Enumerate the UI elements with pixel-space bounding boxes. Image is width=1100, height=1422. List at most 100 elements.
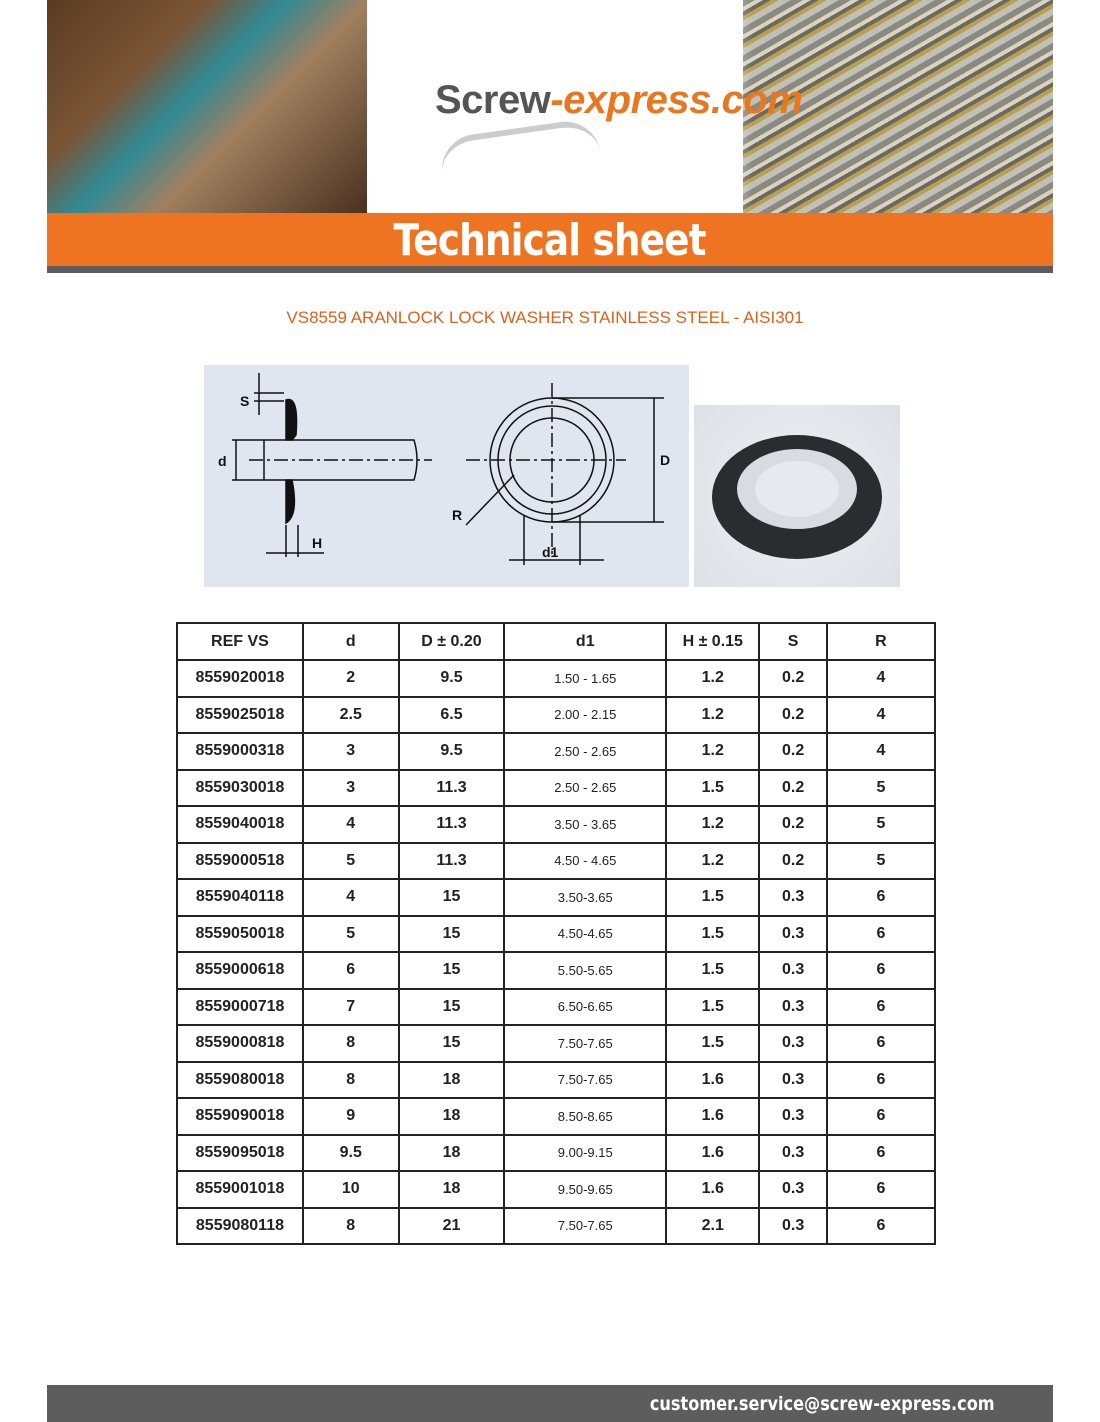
table-cell: 1.6	[665, 1133, 761, 1172]
table-row: 8559080118 8 21 7.50-7.65 2.1 0.3 6	[176, 1206, 937, 1245]
table-cell: 5.50-5.65	[503, 951, 668, 990]
table-cell: 3	[301, 768, 400, 807]
table-cell: 9.50-9.65	[503, 1170, 668, 1209]
table-cell: 0.3	[758, 1060, 828, 1099]
table-cell: 6	[301, 951, 400, 990]
table-cell: 4	[301, 878, 400, 917]
table-cell: 2.50 - 2.65	[503, 732, 668, 771]
label-r: R	[452, 507, 462, 523]
table-cell: 2.5	[301, 695, 400, 734]
table-cell: 18	[397, 1060, 506, 1099]
label-d: d	[218, 453, 227, 469]
table-cell: 7.50-7.65	[503, 1060, 668, 1099]
screws-photo	[693, 0, 1053, 213]
table-cell: 4	[825, 659, 937, 698]
specifications-table: REF VS d D ± 0.20 d1 H ± 0.15 S R 8559020018 2 9…	[176, 622, 937, 1245]
table-cell: 9.5	[301, 1133, 400, 1172]
table-cell: 1.50 - 1.65	[503, 659, 668, 698]
table-cell: 5	[301, 841, 400, 880]
table-cell: 7	[301, 987, 400, 1026]
table-row: 8559050018 5 15 4.50-4.65 1.5 0.3 6	[176, 914, 937, 953]
table-row: 8559000318 3 9.5 2.50 - 2.65 1.2 0.2 4	[176, 732, 937, 771]
table-cell: 15	[397, 914, 506, 953]
contact-email[interactable]: customer.service@screw-express.com	[650, 1393, 995, 1415]
table-cell: 9.5	[397, 659, 506, 698]
column-header: REF VS	[176, 622, 304, 661]
table-cell: 4.50 - 4.65	[503, 841, 668, 880]
table-cell: 11.3	[397, 841, 506, 880]
table-cell: 8559080018	[176, 1060, 304, 1099]
table-cell: 15	[397, 878, 506, 917]
table-cell: 2.00 - 2.15	[503, 695, 668, 734]
table-cell: 4	[825, 732, 937, 771]
table-cell: 7.50-7.65	[503, 1206, 668, 1245]
table-cell: 6	[825, 1170, 937, 1209]
banner-title: Technical sheet	[393, 215, 707, 266]
table-cell: 6	[825, 1060, 937, 1099]
table-row: 8559020018 2 9.5 1.50 - 1.65 1.2 0.2 4	[176, 659, 937, 698]
table-cell: 6	[825, 1024, 937, 1063]
tools-photo	[47, 0, 427, 213]
table-row: 8559080018 8 18 7.50-7.65 1.6 0.3 6	[176, 1060, 937, 1099]
table-cell: 1.2	[665, 695, 761, 734]
table-cell: 1.5	[665, 951, 761, 990]
table-cell: 1.2	[665, 841, 761, 880]
title-band: Technical sheet	[47, 213, 1053, 266]
table-cell: 15	[397, 987, 506, 1026]
table-cell: 9	[301, 1097, 400, 1136]
table-cell: 1.2	[665, 659, 761, 698]
table-cell: 5	[825, 805, 937, 844]
table-cell: 0.2	[758, 841, 828, 880]
table-cell: 8559000818	[176, 1024, 304, 1063]
table-cell: 6	[825, 878, 937, 917]
table-cell: 0.3	[758, 987, 828, 1026]
table-cell: 8559000618	[176, 951, 304, 990]
table-cell: 1.5	[665, 914, 761, 953]
table-cell: 0.2	[758, 659, 828, 698]
table-cell: 6	[825, 1206, 937, 1245]
label-h: H	[312, 535, 322, 551]
label-s: S	[240, 393, 249, 409]
table-row: 8559025018 2.5 6.5 2.00 - 2.15 1.2 0.2 4	[176, 695, 937, 734]
table-cell: 1.5	[665, 987, 761, 1026]
table-cell: 8559020018	[176, 659, 304, 698]
table-cell: 8	[301, 1206, 400, 1245]
table-cell: 7.50-7.65	[503, 1024, 668, 1063]
table-cell: 0.3	[758, 1170, 828, 1209]
table-row: 8559095018 9.5 18 9.00-9.15 1.6 0.3 6	[176, 1133, 937, 1172]
table-cell: 0.2	[758, 768, 828, 807]
table-cell: 6.5	[397, 695, 506, 734]
table-cell: 1.6	[665, 1170, 761, 1209]
header-banner: Screw-express.com	[47, 0, 1053, 213]
table-cell: 1.6	[665, 1097, 761, 1136]
table-cell: 8559040018	[176, 805, 304, 844]
table-row: 8559000618 6 15 5.50-5.65 1.5 0.3 6	[176, 951, 937, 990]
table-cell: 10	[301, 1170, 400, 1209]
washer-photo	[694, 405, 900, 587]
table-cell: 0.2	[758, 732, 828, 771]
column-header: S	[758, 622, 828, 661]
table-row: 8559000818 8 15 7.50-7.65 1.5 0.3 6	[176, 1024, 937, 1063]
column-header: d1	[503, 622, 668, 661]
table-cell: 0.2	[758, 695, 828, 734]
table-cell: 1.5	[665, 1024, 761, 1063]
table-cell: 11.3	[397, 768, 506, 807]
table-cell: 8559080118	[176, 1206, 304, 1245]
table-cell: 4	[301, 805, 400, 844]
table-cell: 4.50-4.65	[503, 914, 668, 953]
table-cell: 8	[301, 1024, 400, 1063]
table-row: 8559090018 9 18 8.50-8.65 1.6 0.3 6	[176, 1097, 937, 1136]
table-cell: 4	[825, 695, 937, 734]
table-cell: 9.5	[397, 732, 506, 771]
table-cell: 9.00-9.15	[503, 1133, 668, 1172]
table-cell: 6	[825, 1133, 937, 1172]
table-cell: 1.5	[665, 768, 761, 807]
logo-swoosh	[437, 117, 601, 175]
table-cell: 0.3	[758, 1133, 828, 1172]
table-cell: 8559050018	[176, 914, 304, 953]
table-cell: 1.2	[665, 732, 761, 771]
column-header: d	[301, 622, 400, 661]
table-cell: 0.3	[758, 878, 828, 917]
table-row: 8559000518 5 11.3 4.50 - 4.65 1.2 0.2 5	[176, 841, 937, 880]
